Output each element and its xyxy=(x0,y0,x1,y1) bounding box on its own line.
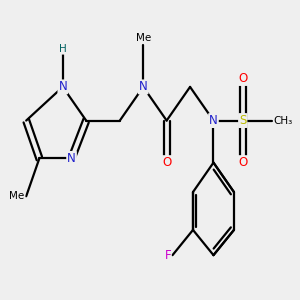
Text: N: N xyxy=(58,80,67,93)
Text: N: N xyxy=(67,152,76,165)
Text: N: N xyxy=(139,80,148,93)
Text: Me: Me xyxy=(10,191,25,201)
Text: N: N xyxy=(209,114,218,127)
Text: S: S xyxy=(239,114,246,127)
Text: O: O xyxy=(162,156,171,169)
Text: O: O xyxy=(238,72,248,85)
Text: CH₃: CH₃ xyxy=(274,116,293,126)
Text: Me: Me xyxy=(136,33,151,43)
Text: O: O xyxy=(238,156,248,169)
Text: H: H xyxy=(59,44,67,54)
Text: F: F xyxy=(164,249,171,262)
